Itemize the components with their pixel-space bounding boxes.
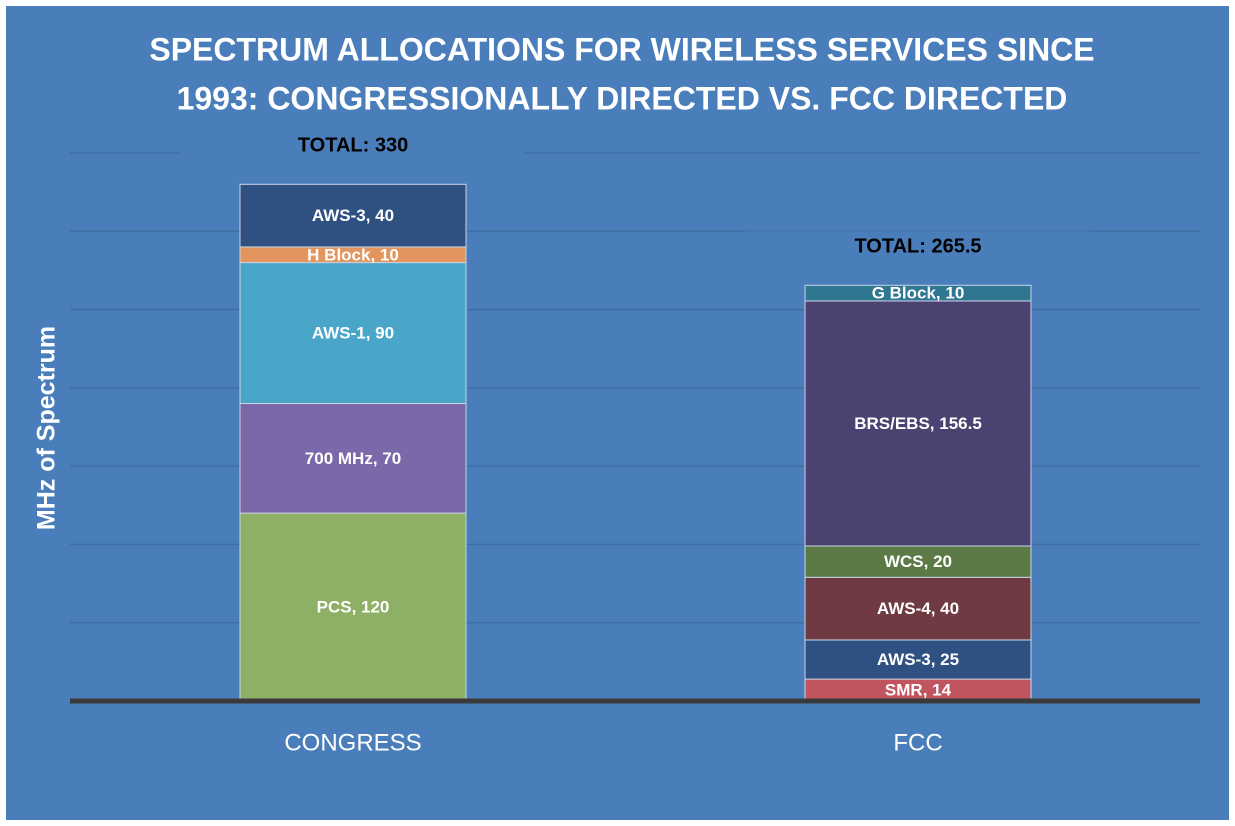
data-label: WCS, 20 [884, 552, 952, 571]
total-label: TOTAL: 265.5 [854, 236, 981, 258]
y-axis-label: MHz of Spectrum [33, 326, 61, 530]
total-label-background [181, 130, 525, 163]
x-tick-label: FCC [893, 729, 942, 756]
bar-segment [804, 300, 1032, 547]
x-tick-label: CONGRESS [284, 729, 421, 756]
data-label: PCS, 120 [317, 598, 390, 617]
data-label: 700 MHz, 70 [305, 449, 401, 468]
data-label: SMR, 14 [885, 681, 952, 700]
bar-segment [239, 183, 467, 248]
data-label: BRS/EBS, 156.5 [854, 414, 982, 433]
bar-segment [239, 262, 467, 405]
bar-segment [804, 639, 1032, 680]
data-label: G Block, 10 [872, 284, 965, 303]
total-label-background [746, 231, 1090, 264]
bar-segment [239, 512, 467, 702]
chart-background [6, 6, 1229, 820]
bar-segment [239, 403, 467, 514]
chart-title: 1993: CONGRESSIONALLY DIRECTED VS. FCC D… [177, 80, 1068, 116]
data-label: AWS-3, 40 [312, 206, 394, 225]
total-label: TOTAL: 330 [298, 135, 408, 157]
data-label: H Block, 10 [307, 245, 399, 264]
data-label: AWS-1, 90 [312, 324, 394, 343]
data-label: AWS-4, 40 [877, 599, 959, 618]
chart-title: SPECTRUM ALLOCATIONS FOR WIRELESS SERVIC… [149, 31, 1094, 67]
bar-segment [804, 284, 1032, 302]
bar-segment [804, 576, 1032, 641]
data-label: AWS-3, 25 [877, 650, 959, 669]
